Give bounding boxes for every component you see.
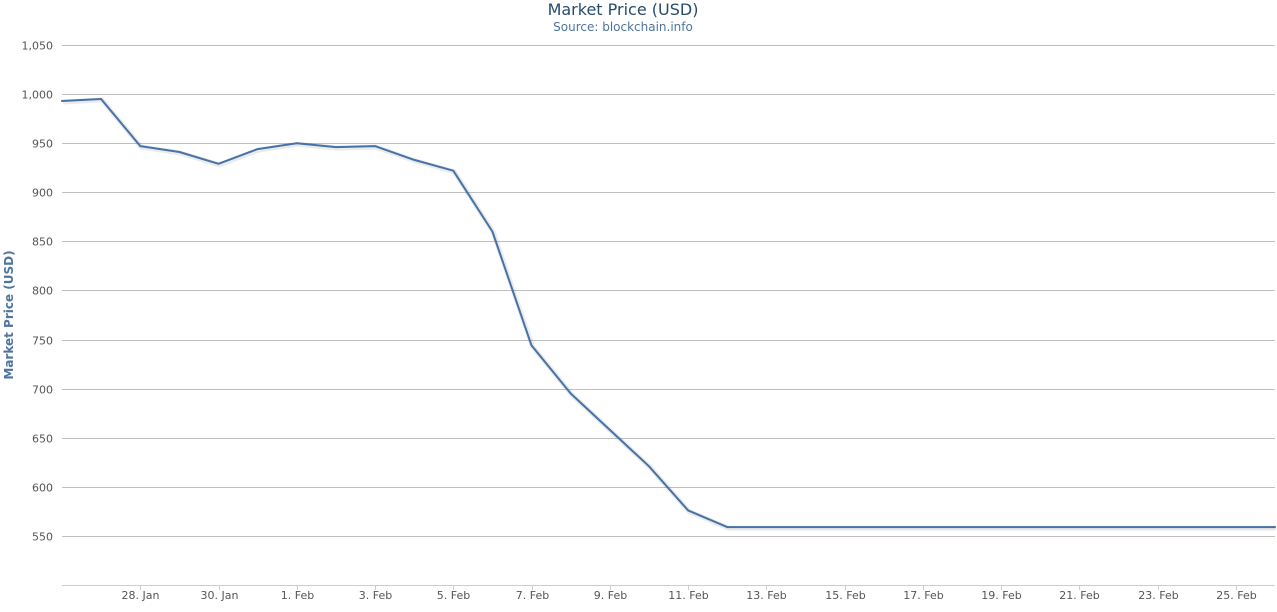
grid-lines (62, 45, 1275, 586)
x-tick-label: 23. Feb (1138, 589, 1178, 602)
y-tick-label: 750 (32, 335, 53, 348)
y-tick-label: 950 (32, 138, 53, 151)
y-tick-label: 850 (32, 236, 53, 249)
x-tick-label: 17. Feb (903, 589, 943, 602)
y-tick-label: 650 (32, 433, 53, 446)
x-tick-label: 25. Feb (1216, 589, 1256, 602)
y-tick-label: 700 (32, 384, 53, 397)
series-line (61, 98, 1276, 529)
x-tick-label: 7. Feb (516, 589, 549, 602)
series-layer (61, 97, 1276, 531)
x-axis-ticks: 28. Jan 30. Jan 1. Feb 3. Feb 5. Feb 7. Feb 9.… (122, 585, 1257, 602)
y-tick-label: 900 (32, 187, 53, 200)
y-tick-label: 1,050 (22, 40, 54, 53)
series-line-shadow (62, 97, 1276, 531)
x-tick-label: 13. Feb (746, 589, 786, 602)
x-tick-label: 15. Feb (825, 589, 865, 602)
x-tick-label: 3. Feb (359, 589, 392, 602)
y-axis-ticks: 550 600 650 700 750 800 850 900 950 1,000 1,050 (22, 40, 54, 544)
x-tick-label: 28. Jan (122, 589, 160, 602)
chart-subtitle: Source: blockchain.info (553, 20, 693, 34)
y-tick-label: 1,000 (22, 89, 54, 102)
x-tick-label: 19. Feb (981, 589, 1021, 602)
y-tick-label: 550 (32, 531, 53, 544)
y-tick-label: 800 (32, 285, 53, 298)
x-tick-label: 30. Jan (201, 589, 239, 602)
x-tick-label: 5. Feb (437, 589, 470, 602)
x-tick-label: 11. Feb (668, 589, 708, 602)
x-tick-label: 1. Feb (281, 589, 314, 602)
y-tick-label: 600 (32, 482, 53, 495)
chart-title: Market Price (USD) (548, 0, 699, 19)
x-tick-label: 9. Feb (594, 589, 627, 602)
y-axis-label: Market Price (USD) (2, 250, 16, 379)
x-tick-label: 21. Feb (1059, 589, 1099, 602)
